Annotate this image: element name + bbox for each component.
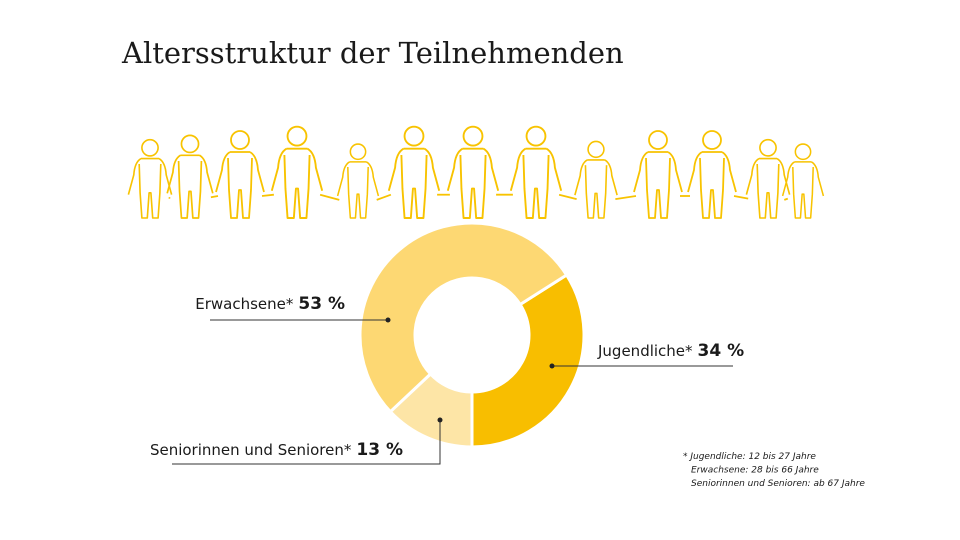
donut-slice [470,272,586,449]
category-label: Seniorinnen und Senioren* [150,441,352,459]
chart-title: Altersstruktur der Teilnehmenden [121,36,624,70]
footnote: * Jugendliche: 12 bis 27 Jahre Erwachsene… [683,452,865,489]
leader-dot [385,317,391,323]
slice-label: Seniorinnen und Senioren* 13 % [150,440,403,460]
footnote-line: * Jugendliche: 12 bis 27 Jahre [683,452,816,462]
person [446,125,500,219]
person [270,125,324,219]
value-label: 53 % [298,294,345,314]
footnote-line: Erwachsene: 28 bis 66 Jahre [691,466,819,476]
value-label: 34 % [698,341,745,361]
hand-link [376,193,392,201]
leader-line [172,420,441,465]
slice-label: Jugendliche* 34 % [597,341,744,361]
hand-link [261,193,274,197]
hand-link [615,195,637,201]
person [687,130,737,219]
hand-link [558,193,577,200]
hand-link [319,193,340,201]
hand-link [733,195,749,200]
value-label: 13 % [356,440,403,460]
person [574,140,618,219]
person [509,125,563,219]
category-label: Jugendliche* [597,342,693,360]
person [127,138,173,219]
donut: Jugendliche* 34 % Seniorinnen und Senioren… [150,221,744,465]
person [387,125,441,219]
person [336,143,380,219]
footnote-line: Seniorinnen und Senioren: ab 67 Jahre [691,479,865,489]
donut-slice [358,221,569,414]
hand-link [783,197,789,201]
person [745,138,791,219]
hand-link [210,195,219,199]
category-label: Erwachsene* [195,295,294,313]
slice-label: Erwachsene* 53 % [195,294,345,314]
person [166,134,214,219]
person [633,130,683,219]
leader-dot [549,363,555,369]
leader-dot [437,417,443,423]
person [215,130,265,219]
hand-link [168,196,171,200]
person [781,143,825,219]
people-illustration [127,125,825,219]
